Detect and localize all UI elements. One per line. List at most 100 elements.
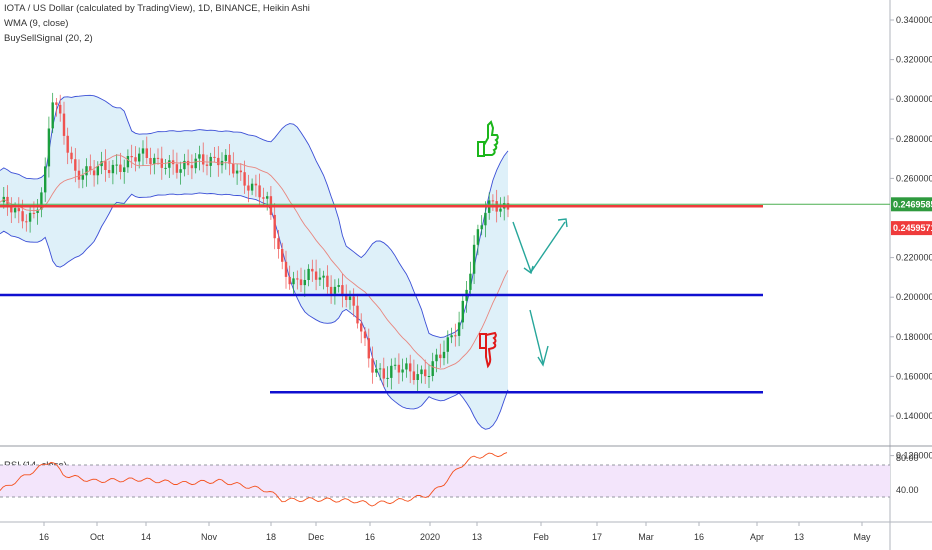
candle[interactable] — [367, 338, 370, 359]
candle[interactable] — [168, 160, 171, 168]
candle[interactable] — [134, 157, 137, 162]
time-axis[interactable]: 16 Oct 14 Nov 18 Dec 16 2020 13 Feb 17 Mar 16 Apr 13 Ma… — [39, 522, 871, 542]
candle[interactable] — [183, 160, 186, 170]
candle[interactable] — [454, 335, 457, 337]
candle[interactable] — [85, 166, 88, 176]
levels-layer[interactable] — [0, 203, 890, 394]
candle[interactable] — [13, 208, 17, 213]
candle[interactable] — [281, 249, 284, 262]
candle[interactable] — [198, 154, 201, 159]
candle[interactable] — [190, 165, 194, 169]
candle[interactable] — [100, 161, 103, 167]
candle[interactable] — [273, 214, 276, 239]
candle[interactable] — [284, 261, 288, 277]
candle[interactable] — [382, 368, 385, 379]
candle[interactable] — [21, 211, 24, 222]
candle[interactable] — [457, 322, 461, 336]
candle[interactable] — [484, 212, 487, 226]
candle[interactable] — [450, 335, 453, 338]
candle[interactable] — [235, 170, 239, 174]
candle[interactable] — [424, 369, 427, 377]
candle[interactable] — [232, 163, 235, 174]
candle[interactable] — [401, 369, 404, 373]
candle[interactable] — [491, 200, 495, 202]
candle[interactable] — [213, 156, 216, 158]
candle[interactable] — [123, 167, 126, 172]
candle[interactable] — [386, 377, 389, 379]
candle[interactable] — [111, 164, 115, 174]
candle[interactable] — [480, 225, 483, 230]
candle[interactable] — [156, 157, 160, 159]
candle[interactable] — [405, 363, 408, 370]
candle[interactable] — [115, 164, 118, 166]
candle[interactable] — [262, 197, 265, 199]
candle[interactable] — [224, 154, 227, 161]
level-price-tag[interactable] — [891, 221, 932, 236]
candle[interactable] — [130, 156, 133, 158]
candle[interactable] — [59, 104, 62, 114]
candle[interactable] — [202, 154, 205, 165]
candle[interactable] — [92, 170, 96, 176]
candle[interactable] — [17, 208, 20, 212]
candle[interactable] — [314, 271, 318, 280]
candle[interactable] — [194, 158, 197, 169]
candle[interactable] — [326, 275, 329, 287]
candle[interactable] — [307, 268, 310, 280]
candle[interactable] — [322, 275, 325, 278]
candle[interactable] — [266, 196, 269, 199]
candle[interactable] — [175, 164, 179, 173]
candle[interactable] — [145, 148, 148, 158]
candle[interactable] — [36, 209, 39, 213]
candle[interactable] — [250, 183, 254, 191]
candle[interactable] — [412, 371, 416, 380]
candle[interactable] — [329, 286, 333, 294]
candle[interactable] — [28, 212, 32, 222]
candle[interactable] — [299, 279, 303, 286]
candle[interactable] — [186, 160, 190, 166]
candle[interactable] — [461, 300, 464, 323]
candle[interactable] — [10, 205, 13, 213]
candle[interactable] — [96, 166, 99, 176]
bands-indicator-label[interactable]: BuySellSignal (20, 2) — [4, 33, 93, 44]
candle[interactable] — [66, 135, 69, 153]
candle[interactable] — [51, 102, 54, 129]
candle[interactable] — [138, 153, 141, 162]
candle[interactable] — [472, 244, 476, 274]
candle[interactable] — [469, 273, 472, 290]
candle[interactable] — [363, 331, 367, 339]
candle[interactable] — [352, 296, 355, 306]
candle[interactable] — [296, 278, 299, 280]
candle[interactable] — [179, 169, 182, 173]
candle[interactable] — [70, 152, 73, 160]
candle[interactable] — [360, 323, 363, 332]
candle[interactable] — [337, 285, 340, 287]
candle[interactable] — [393, 364, 397, 366]
candle[interactable] — [153, 157, 156, 164]
candle[interactable] — [345, 295, 348, 301]
candle[interactable] — [435, 354, 438, 362]
candle[interactable] — [371, 358, 374, 373]
candle[interactable] — [446, 337, 449, 352]
candle[interactable] — [62, 113, 66, 136]
candle[interactable] — [32, 212, 36, 214]
candle[interactable] — [409, 363, 412, 372]
candle[interactable] — [348, 296, 352, 300]
candle[interactable] — [217, 157, 220, 166]
wma-indicator-label[interactable]: WMA (9, close) — [4, 18, 69, 29]
candle[interactable] — [476, 229, 480, 245]
candle[interactable] — [205, 164, 209, 166]
candle[interactable] — [333, 286, 337, 294]
candle[interactable] — [164, 167, 167, 169]
candle[interactable] — [141, 148, 145, 154]
candle[interactable] — [55, 102, 58, 105]
price-axis[interactable]: 0.34000000 0.32000000 0.30000000 0.28000000… — [890, 15, 932, 461]
candle[interactable] — [104, 161, 107, 170]
candle[interactable] — [247, 185, 250, 191]
candle[interactable] — [277, 238, 280, 249]
candle[interactable] — [311, 268, 314, 272]
candle[interactable] — [25, 221, 28, 223]
candle[interactable] — [239, 170, 242, 173]
candle[interactable] — [77, 170, 81, 180]
candle[interactable] — [378, 368, 382, 370]
